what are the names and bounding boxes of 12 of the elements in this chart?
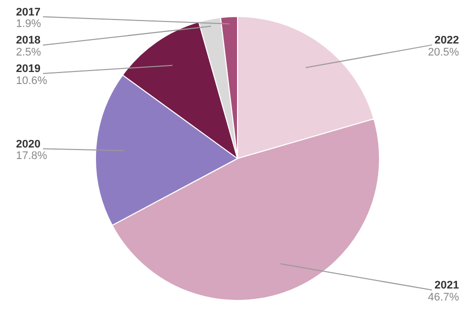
data-label: 20.5% bbox=[428, 46, 460, 58]
slice-label: 2021 bbox=[434, 280, 460, 292]
slice-label: 2018 bbox=[16, 34, 40, 47]
slice-label: 2020 bbox=[16, 138, 40, 150]
data-label: 1.9% bbox=[16, 18, 42, 30]
data-label: 46.7% bbox=[428, 291, 460, 304]
data-label: 10.6% bbox=[16, 74, 48, 87]
slice-label: 2022 bbox=[434, 34, 460, 47]
slice-label: 2019 bbox=[16, 63, 40, 76]
data-label: 2.5% bbox=[16, 46, 42, 59]
data-label: 17.8% bbox=[16, 150, 48, 162]
slice-label: 2017 bbox=[16, 6, 40, 18]
